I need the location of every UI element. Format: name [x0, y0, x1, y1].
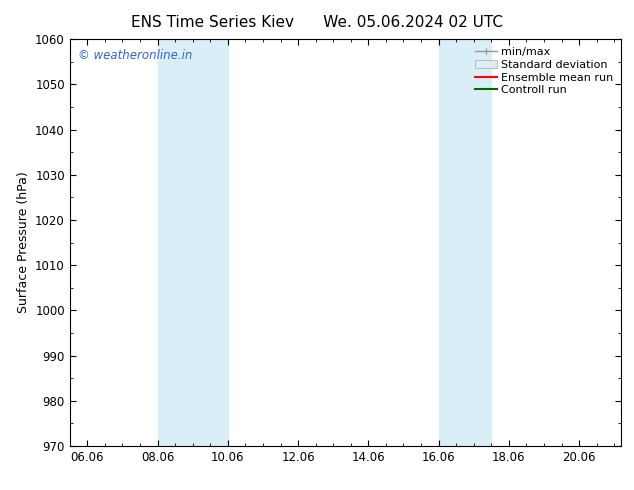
- Bar: [439, 39, 491, 446]
- Legend: min/max, Standard deviation, Ensemble mean run, Controll run: min/max, Standard deviation, Ensemble me…: [470, 43, 618, 100]
- Text: © weatheronline.in: © weatheronline.in: [78, 49, 192, 62]
- Bar: [158, 39, 228, 446]
- Text: ENS Time Series Kiev      We. 05.06.2024 02 UTC: ENS Time Series Kiev We. 05.06.2024 02 U…: [131, 15, 503, 30]
- Y-axis label: Surface Pressure (hPa): Surface Pressure (hPa): [16, 172, 30, 314]
